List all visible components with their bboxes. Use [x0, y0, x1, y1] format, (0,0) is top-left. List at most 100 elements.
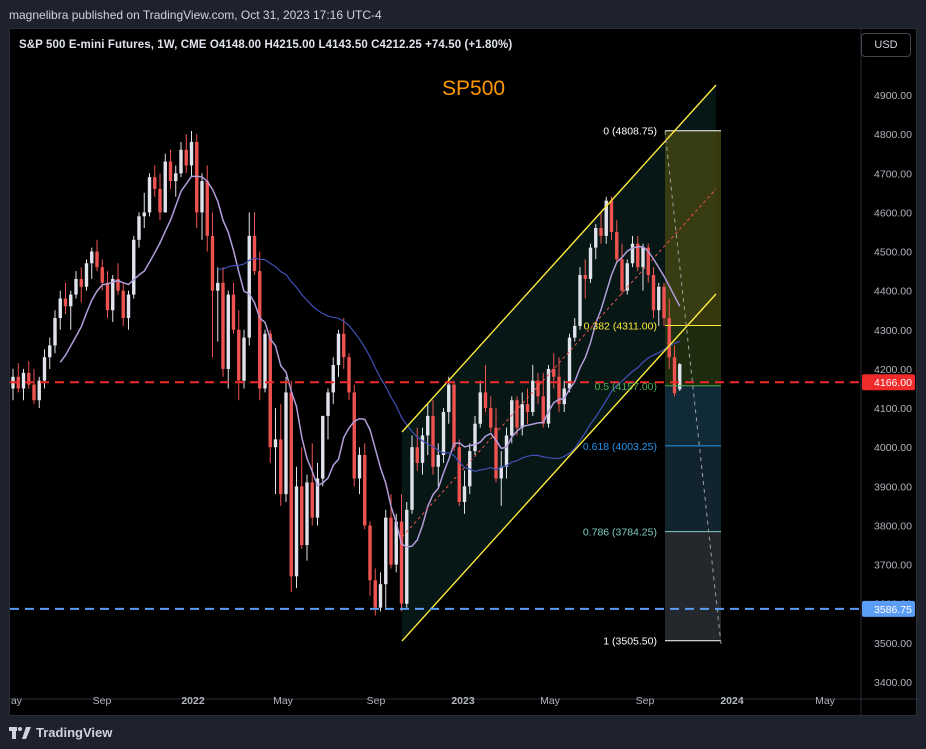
y-tick-label: 4600.00	[874, 207, 912, 219]
candle-body	[363, 455, 367, 526]
candle-body	[116, 278, 120, 291]
candle-body	[431, 415, 435, 467]
candle-body	[258, 271, 262, 389]
currency-button[interactable]: USD	[861, 33, 911, 57]
publisher-line: magnelibra published on TradingView.com,…	[9, 8, 382, 22]
fib-level-label: 0.786 (3784.25)	[583, 527, 657, 539]
header: magnelibra published on TradingView.com,…	[0, 0, 926, 28]
candle-body	[352, 392, 356, 479]
symbol-legend: S&P 500 E-mini Futures, 1W, CME O4148.00…	[19, 39, 513, 51]
fib-level-label: 1 (3505.50)	[603, 636, 657, 648]
x-tick-label: Sep	[93, 695, 112, 707]
tradingview-icon	[9, 726, 31, 739]
candle-body	[457, 447, 461, 502]
candle-body	[588, 247, 593, 279]
candle-body	[237, 329, 241, 381]
fib-level-label: 0 (4808.75)	[603, 126, 657, 138]
candle-body	[357, 455, 362, 479]
candle-body	[678, 364, 682, 390]
chart-title: SP500	[442, 77, 505, 100]
chart-panel[interactable]: 4900.00 4800.00 4700.00 4600.00 4500.00 4400.…	[9, 28, 917, 716]
candle-body	[646, 247, 650, 276]
candle-body	[153, 177, 157, 189]
fib-zone	[665, 445, 721, 532]
projection-line	[664, 130, 722, 645]
candle-body	[478, 392, 482, 424]
candle-body	[268, 333, 272, 448]
price-label: 3586.75	[874, 604, 912, 616]
candle-body	[594, 228, 598, 248]
candle-body	[615, 231, 619, 260]
candle-body	[37, 380, 41, 401]
candle-body	[74, 278, 78, 295]
chart-canvas[interactable]: 4900.00 4800.00 4700.00 4600.00 4500.00 4400.…	[10, 29, 917, 716]
candle-body	[368, 525, 372, 581]
candle-body	[662, 286, 666, 319]
candle-body	[226, 294, 230, 369]
y-tick-label: 4300.00	[874, 325, 912, 337]
candle-body	[195, 141, 199, 213]
candle-body	[147, 177, 152, 213]
candle-body	[573, 325, 577, 338]
fib-zone	[665, 385, 721, 446]
candle-body	[378, 584, 383, 608]
candle-body	[142, 212, 146, 217]
candle-body	[557, 376, 561, 405]
x-tick-label: Sep	[367, 695, 386, 707]
tradingview-wordmark: TradingView	[36, 725, 113, 740]
candle-body	[462, 486, 467, 502]
candle-body	[667, 318, 671, 358]
candle-body	[336, 333, 341, 366]
candle-body	[609, 200, 614, 232]
candle-body	[441, 411, 446, 456]
candle-layer	[11, 131, 682, 616]
candle-body	[410, 447, 414, 510]
candle-body	[315, 478, 320, 518]
candle-body	[284, 392, 288, 495]
fib-level-label: 0.618 (4003.25)	[583, 441, 657, 453]
y-tick-label: 4500.00	[874, 247, 912, 259]
label-layer: 0 (4808.75) 0.382 (4311.00) 0.5 (4157.00) 0…	[583, 126, 915, 648]
price-label: 4166.00	[874, 377, 912, 389]
candle-body	[158, 188, 162, 213]
candle-body	[216, 282, 220, 291]
channel-upper-line	[401, 84, 717, 433]
candle-body	[504, 435, 509, 467]
fib-zone	[665, 531, 721, 641]
candle-body	[58, 298, 62, 319]
candle-body	[373, 580, 377, 608]
candle-body	[90, 251, 94, 264]
candle-body	[578, 275, 582, 326]
candle-body	[452, 384, 456, 448]
candle-body	[105, 282, 110, 311]
candle-body	[394, 521, 398, 565]
y-tick-label: 4400.00	[874, 286, 912, 298]
channel-mid-line	[401, 188, 717, 538]
candle-body	[137, 216, 141, 240]
candle-body	[562, 388, 566, 405]
candle-body	[525, 404, 530, 412]
fib-level-label: 0.382 (4311.00)	[584, 320, 657, 332]
candle-body	[48, 345, 52, 358]
x-tick-label: May	[815, 695, 836, 707]
candle-body	[189, 141, 194, 166]
candle-body	[520, 404, 524, 428]
candle-body	[447, 384, 451, 412]
candle-body	[174, 173, 178, 182]
candle-body	[546, 368, 551, 424]
candle-body	[205, 181, 209, 236]
candle-body	[567, 337, 572, 389]
candle-body	[494, 427, 498, 479]
x-tick-label: 2022	[181, 695, 205, 707]
candle-body	[27, 372, 31, 385]
candle-body	[42, 357, 47, 381]
candle-body	[331, 365, 335, 393]
candle-body	[168, 161, 173, 182]
tradingview-logo[interactable]: TradingView	[9, 725, 112, 740]
candle-body	[321, 415, 325, 479]
candle-body	[121, 290, 125, 319]
candle-body	[210, 235, 215, 291]
candle-body	[489, 408, 493, 428]
candle-body	[289, 392, 293, 577]
candle-body	[510, 400, 514, 436]
